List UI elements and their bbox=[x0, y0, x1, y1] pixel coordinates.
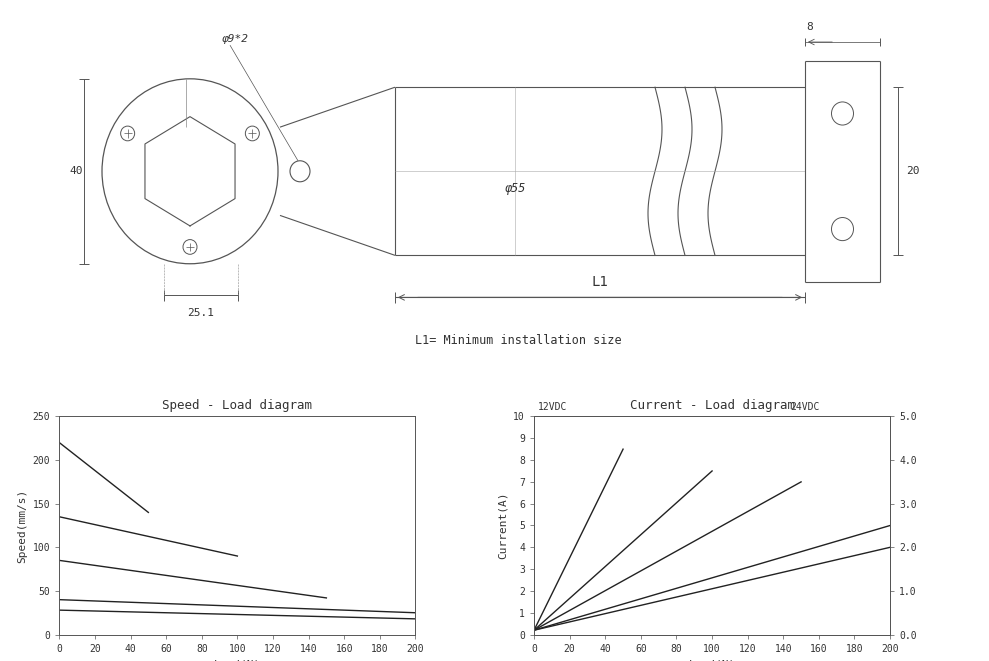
Text: φ9*2: φ9*2 bbox=[222, 34, 248, 44]
Text: 12VDC: 12VDC bbox=[538, 402, 567, 412]
Text: 40: 40 bbox=[69, 167, 83, 176]
Y-axis label: Current(A): Current(A) bbox=[497, 492, 507, 559]
Text: φ55: φ55 bbox=[504, 182, 526, 195]
Text: 8: 8 bbox=[807, 22, 813, 32]
Text: 25.1: 25.1 bbox=[188, 308, 215, 318]
Text: L1: L1 bbox=[591, 275, 608, 289]
Text: L1= Minimum installation size: L1= Minimum installation size bbox=[415, 334, 622, 347]
Title: Current - Load diagram: Current - Load diagram bbox=[630, 399, 794, 412]
X-axis label: Load(N): Load(N) bbox=[214, 659, 261, 661]
X-axis label: Load(N): Load(N) bbox=[688, 659, 736, 661]
Title: Speed - Load diagram: Speed - Load diagram bbox=[162, 399, 313, 412]
Y-axis label: Speed(mm/s): Speed(mm/s) bbox=[17, 488, 27, 563]
Text: 20: 20 bbox=[906, 167, 920, 176]
Text: 24VDC: 24VDC bbox=[790, 402, 820, 412]
